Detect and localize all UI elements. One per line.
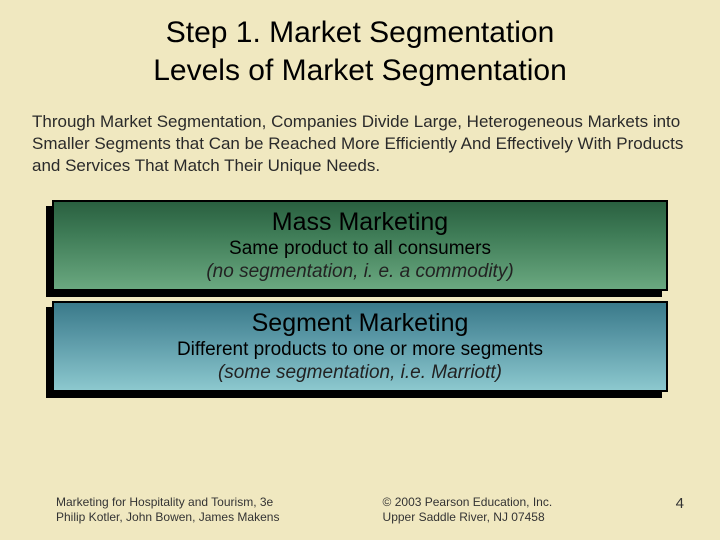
box-title: Segment Marketing	[68, 309, 652, 338]
page-number: 4	[621, 495, 684, 526]
box-note: (no segmentation, i. e. a commodity)	[68, 261, 652, 283]
footer-authors: Philip Kotler, John Bowen, James Makens	[56, 510, 279, 524]
box-desc: Different products to one or more segmen…	[68, 339, 652, 361]
footer: Marketing for Hospitality and Tourism, 3…	[0, 495, 720, 526]
box-content: Segment Marketing Different products to …	[52, 301, 668, 392]
box-title: Mass Marketing	[68, 208, 652, 237]
slide: Step 1. Market Segmentation Levels of Ma…	[0, 0, 720, 540]
box-mass-marketing: Mass Marketing Same product to all consu…	[52, 200, 668, 291]
footer-copyright: © 2003 Pearson Education, Inc.	[383, 495, 553, 509]
box-content: Mass Marketing Same product to all consu…	[52, 200, 668, 291]
footer-right: © 2003 Pearson Education, Inc. Upper Sad…	[383, 495, 622, 526]
footer-book-title: Marketing for Hospitality and Tourism, 3…	[56, 495, 273, 509]
slide-title: Step 1. Market Segmentation Levels of Ma…	[28, 14, 692, 89]
title-line-2: Levels of Market Segmentation	[153, 54, 567, 87]
box-segment-marketing: Segment Marketing Different products to …	[52, 301, 668, 392]
footer-left: Marketing for Hospitality and Tourism, 3…	[56, 495, 383, 526]
box-note: (some segmentation, i.e. Marriott)	[68, 362, 652, 384]
footer-address: Upper Saddle River, NJ 07458	[383, 510, 545, 524]
body-paragraph: Through Market Segmentation, Companies D…	[32, 111, 688, 176]
box-desc: Same product to all consumers	[68, 238, 652, 260]
title-line-1: Step 1. Market Segmentation	[166, 16, 555, 49]
